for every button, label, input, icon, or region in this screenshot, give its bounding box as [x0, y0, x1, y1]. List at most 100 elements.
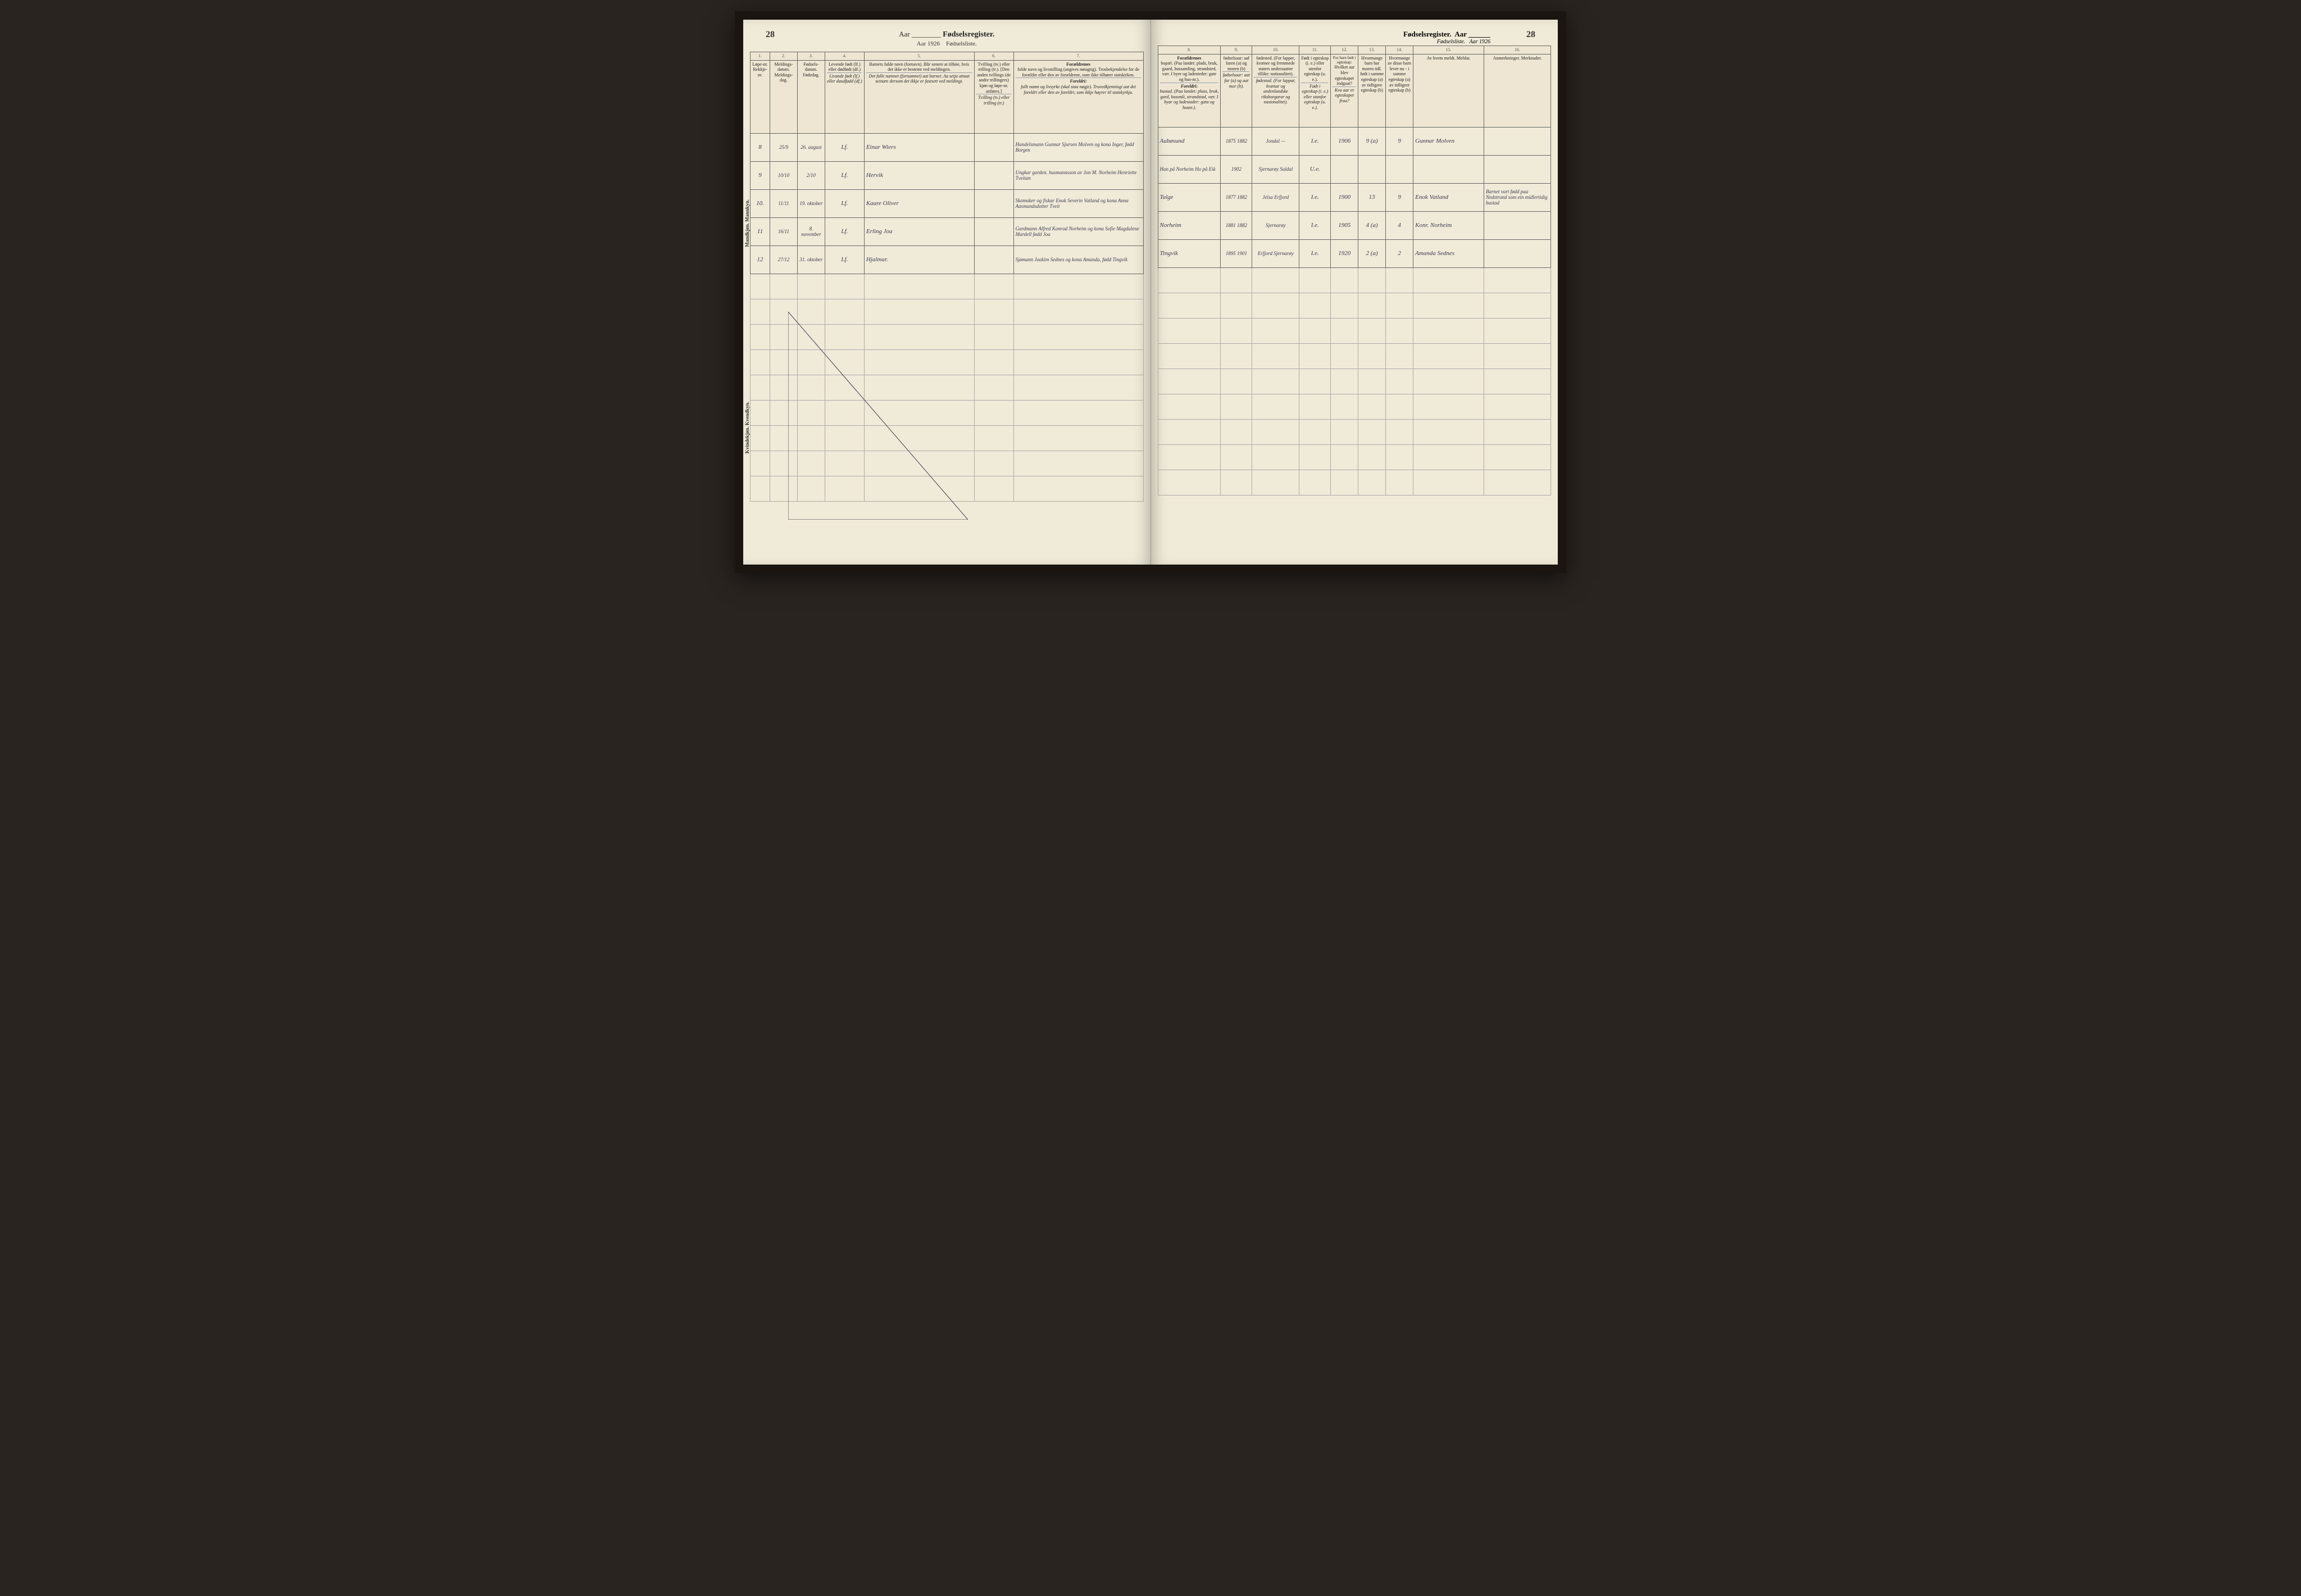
- header-row-right: Forældrenes bopæl. (Paa landet: plads, b…: [1158, 54, 1551, 127]
- cell-meld: 16/11: [770, 217, 797, 245]
- cell-sted: Jondal —: [1252, 127, 1299, 155]
- left-page: 28 Aar ________ Fødselsregister. Aar 192…: [743, 20, 1151, 565]
- cell-c13: 4 (a): [1358, 211, 1386, 239]
- cell-fod: 26. august: [797, 133, 825, 161]
- cell-c13: 2 (a): [1358, 239, 1386, 267]
- h7-title: Forældrenes: [1016, 62, 1142, 67]
- col9: 9.: [1221, 46, 1252, 54]
- table-row: 12 27/12 31. oktober Lf. Hjalmar. Sjøman…: [751, 245, 1144, 274]
- cell-meld: 10/10: [770, 161, 797, 189]
- h10-bm: fødested. (For lapper, kvæner og fremmed…: [1254, 56, 1297, 77]
- cell-nr: 10.: [751, 189, 770, 217]
- cell-egteaar: 1920: [1331, 239, 1358, 267]
- cell-aar: 1895 1901: [1221, 239, 1252, 267]
- cell-sted: Sjernarøy: [1252, 211, 1299, 239]
- aar-r: Aar: [1454, 30, 1466, 38]
- cell-meld: 27/12: [770, 245, 797, 274]
- cell-egteaar: 1906: [1331, 127, 1358, 155]
- empty-row: [1158, 470, 1551, 495]
- table-row: Norheim 1881 1882 Sjernarøy I.e. 1905 4 …: [1158, 211, 1551, 239]
- cell-sted: Erfjord Sjernarøy: [1252, 239, 1299, 267]
- cell-aar: 1881 1882: [1221, 211, 1252, 239]
- h3: Fødsels-datum. Fødedag.: [797, 60, 825, 133]
- h5: Barnets fulde navn (fornavn). Blir sener…: [864, 60, 974, 133]
- h7b-title: Foreldri:: [1016, 79, 1142, 84]
- col2: 2.: [770, 52, 797, 61]
- cell-c13: 9 (a): [1358, 127, 1386, 155]
- h6-bm: Tvilling (tv.) eller trilling (tr.). [De…: [976, 62, 1012, 94]
- cell-lf: Lf.: [825, 189, 864, 217]
- cell-navn: Hjalmar.: [864, 245, 974, 274]
- empty-row: [751, 299, 1144, 324]
- cell-fod: 8. november: [797, 217, 825, 245]
- empty-row: [751, 425, 1144, 451]
- cell-bopel: Tingvik: [1158, 239, 1221, 267]
- h4-nn: Livande født (lf.) eller daudfødd (df.): [827, 74, 862, 84]
- h8: Forældrenes bopæl. (Paa landet: plads, b…: [1158, 54, 1221, 127]
- cell-ie: I.e.: [1299, 127, 1331, 155]
- aar-label: Aar: [899, 30, 910, 38]
- cell-c14: [1386, 155, 1413, 183]
- cell-sted: Jelsa Erfjord: [1252, 183, 1299, 211]
- cell-bopel: Aubøsund: [1158, 127, 1221, 155]
- h11-nn: Født i egteskap (i. e.) eller utanfor eg…: [1301, 84, 1329, 111]
- register-table-right: 8. 9. 10. 11. 12. 13. 14. 15. 16. Foræld…: [1158, 46, 1552, 495]
- colnum-row-left: 1. 2. 3. 4. 5. 6. 7.: [751, 52, 1144, 61]
- cell-anm: Barnet vart fødd paa Nedstrand som ein m…: [1484, 183, 1551, 211]
- cell-ie: U.e.: [1299, 155, 1331, 183]
- table-row: 11 16/11 8. november Lf. Erling Joa Gard…: [751, 217, 1144, 245]
- subtitle: Fødselsliste.: [946, 40, 977, 47]
- cell-foreldre: Gardmann Alfred Konrad Norheim og kona S…: [1013, 217, 1143, 245]
- cell-ie: I.e.: [1299, 239, 1331, 267]
- h8-title: Forældrenes: [1160, 56, 1219, 61]
- cell-aar: 1875 1882: [1221, 127, 1252, 155]
- cell-foreldre: Sjømann Joakim Sednes og kona Amanda, fø…: [1013, 245, 1143, 274]
- colnum-row-right: 8. 9. 10. 11. 12. 13. 14. 15. 16.: [1158, 46, 1551, 54]
- header-row-left: Løpe-nr. Rekkje-nr. Meldings-datum. Meld…: [751, 60, 1144, 133]
- h8-bm: bopæl. (Paa landet: plads, bruk, gaard, …: [1160, 61, 1219, 82]
- cell-anm: [1484, 127, 1551, 155]
- col5: 5.: [864, 52, 974, 61]
- cell-egteaar: 1900: [1331, 183, 1358, 211]
- h5-bm: Barnets fulde navn (fornavn). Blir sener…: [866, 62, 972, 72]
- cell-bopel: Norheim: [1158, 211, 1221, 239]
- cell-c13: 13: [1358, 183, 1386, 211]
- h12-bm: Hvilket aar blev egteskapet indgaat?: [1333, 65, 1356, 86]
- page-number-right: 28: [1526, 30, 1535, 40]
- h2: Meldings-datum. Meldings-dag.: [770, 60, 797, 133]
- cell-navn: Hervik: [864, 161, 974, 189]
- title-main-r: Fødselsregister.: [1403, 30, 1452, 38]
- empty-row: [751, 375, 1144, 400]
- col16: 16.: [1484, 46, 1551, 54]
- empty-row: [751, 400, 1144, 425]
- cell-c14: 9: [1386, 183, 1413, 211]
- cell-ie: I.e.: [1299, 211, 1331, 239]
- empty-row: [751, 476, 1144, 501]
- sub-r: Fødselsliste.: [1437, 39, 1465, 45]
- h4: Levende født (lf.) eller dødfødt (df.) L…: [825, 60, 864, 133]
- cell-navn: Kaare Oliver: [864, 189, 974, 217]
- col6: 6.: [974, 52, 1013, 61]
- h10-nn: fødestad. (For lappar, kvænar og andenla…: [1254, 78, 1297, 105]
- cell-egteaar: [1331, 155, 1358, 183]
- cell-lf: Lf.: [825, 217, 864, 245]
- h12-group: For barn født i egteskap:: [1333, 56, 1356, 65]
- h16: Anmerkninger. Merknader.: [1484, 54, 1551, 127]
- cell-fod: 2/10: [797, 161, 825, 189]
- subtitle-line-left: Aar 1926 Fødselsliste.: [750, 40, 1144, 47]
- empty-row: [1158, 318, 1551, 343]
- h5-nn: Det fulle namnet (fornamnet) aat barnet.…: [866, 74, 972, 84]
- cell-c14: 4: [1386, 211, 1413, 239]
- h11-bm: Født i egteskap (i. e.) eller utenfor eg…: [1301, 56, 1329, 83]
- h11: Født i egteskap (i. e.) eller utenfor eg…: [1299, 54, 1331, 127]
- col13: 13.: [1358, 46, 1386, 54]
- empty-row: [1158, 267, 1551, 293]
- cell-tv: [974, 217, 1013, 245]
- cell-lf: Lf.: [825, 161, 864, 189]
- cell-meld: 11/11: [770, 189, 797, 217]
- empty-row: [751, 349, 1144, 375]
- col4: 4.: [825, 52, 864, 61]
- cell-aar: 1877 1882: [1221, 183, 1252, 211]
- col11: 11.: [1299, 46, 1331, 54]
- empty-row: [751, 274, 1144, 299]
